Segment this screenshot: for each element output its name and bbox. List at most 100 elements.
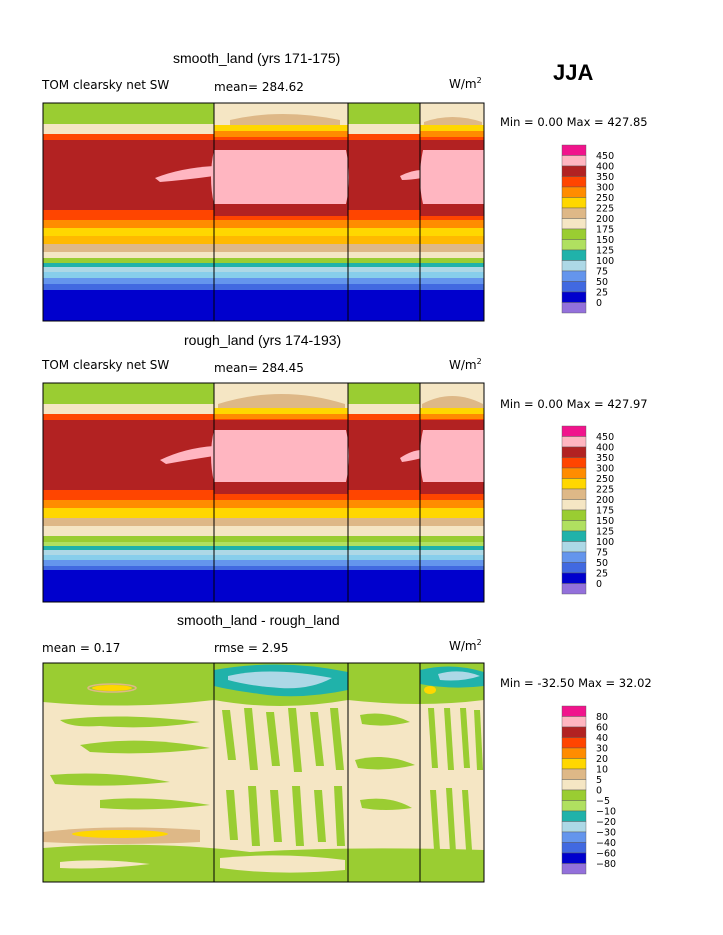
colorbar-level-label: 350 bbox=[596, 172, 614, 183]
colorbar-level-label: 60 bbox=[596, 723, 608, 734]
panel-2-mean-label: mean= 284.45 bbox=[214, 361, 304, 375]
panel-1-min-max: Min = 0.00 Max = 427.85 bbox=[500, 115, 648, 129]
colorbar-swatch bbox=[561, 705, 587, 717]
colorbar-swatch bbox=[561, 186, 587, 198]
colorbar-swatch bbox=[561, 144, 587, 156]
panel-1-title: smooth_land (yrs 171-175) bbox=[173, 50, 341, 66]
colorbar-swatch bbox=[561, 446, 587, 458]
colorbar-swatch bbox=[561, 436, 587, 448]
colorbar-swatch bbox=[561, 218, 587, 230]
colorbar-level-label: 125 bbox=[596, 527, 614, 538]
panel-1-units: W/m2 bbox=[449, 76, 482, 91]
colorbar-swatch bbox=[561, 520, 587, 532]
colorbar-swatch bbox=[561, 789, 587, 801]
colorbar-swatch bbox=[561, 800, 587, 812]
colorbar-swatch bbox=[561, 530, 587, 542]
colorbar-level-label: 0 bbox=[596, 298, 602, 309]
colorbar-swatch bbox=[561, 239, 587, 251]
panel-2-units: W/m2 bbox=[449, 357, 482, 372]
colorbar-level-label: 125 bbox=[596, 246, 614, 257]
colorbar-level-label: 75 bbox=[596, 548, 608, 559]
colorbar-swatch bbox=[561, 176, 587, 188]
colorbar-swatch bbox=[561, 467, 587, 479]
colorbar-level-label: −40 bbox=[596, 838, 616, 849]
colorbar-swatch bbox=[561, 768, 587, 780]
colorbar-swatch bbox=[561, 291, 587, 303]
colorbar-level-label: 30 bbox=[596, 744, 608, 755]
colorbar-level-label: 250 bbox=[596, 474, 614, 485]
colorbar-level-label: 175 bbox=[596, 506, 614, 517]
colorbar-swatch bbox=[561, 716, 587, 728]
colorbar-level-label: 250 bbox=[596, 193, 614, 204]
colorbar-level-label: 225 bbox=[596, 204, 614, 215]
colorbar-swatch bbox=[561, 165, 587, 177]
colorbar-level-label: 450 bbox=[596, 432, 614, 443]
colorbar-level-label: −80 bbox=[596, 859, 616, 870]
colorbar-level-label: 150 bbox=[596, 516, 614, 527]
colorbar-level-label: 350 bbox=[596, 453, 614, 464]
colorbar-level-label: 450 bbox=[596, 151, 614, 162]
panel-3-title: smooth_land - rough_land bbox=[177, 612, 340, 628]
colorbar-level-label: 200 bbox=[596, 495, 614, 506]
colorbar-swatch bbox=[561, 747, 587, 759]
colorbar-swatch bbox=[561, 488, 587, 500]
colorbar-level-label: 300 bbox=[596, 464, 614, 475]
panel-1-map bbox=[42, 102, 485, 322]
colorbar-swatch bbox=[561, 425, 587, 437]
colorbar-level-label: −30 bbox=[596, 828, 616, 839]
colorbar-swatch bbox=[561, 810, 587, 822]
colorbar-level-label: 200 bbox=[596, 214, 614, 225]
colorbar-level-label: −20 bbox=[596, 817, 616, 828]
colorbar-swatch bbox=[561, 249, 587, 261]
panel-2-map bbox=[42, 382, 485, 603]
colorbar-swatch bbox=[561, 842, 587, 854]
panel-3-units: W/m2 bbox=[449, 638, 482, 653]
colorbar-level-label: 10 bbox=[596, 765, 608, 776]
colorbar-level-label: 50 bbox=[596, 558, 608, 569]
colorbar-level-label: 0 bbox=[596, 786, 602, 797]
colorbar-swatch bbox=[561, 457, 587, 469]
colorbar-swatch bbox=[561, 541, 587, 553]
colorbar-swatch bbox=[561, 821, 587, 833]
colorbar-swatch bbox=[561, 499, 587, 511]
colorbar-level-label: 400 bbox=[596, 162, 614, 173]
colorbar-level-label: 5 bbox=[596, 775, 602, 786]
colorbar-level-label: 25 bbox=[596, 288, 608, 299]
colorbar-swatch bbox=[561, 260, 587, 272]
colorbar-swatch bbox=[561, 726, 587, 738]
colorbar-swatch bbox=[561, 478, 587, 490]
season-label: JJA bbox=[553, 60, 594, 85]
colorbar-swatch bbox=[561, 852, 587, 864]
panel-1-variable-label: TOM clearsky net SW bbox=[42, 78, 170, 92]
colorbar-swatch bbox=[561, 572, 587, 584]
colorbar-level-label: 20 bbox=[596, 754, 608, 765]
colorbar-swatch bbox=[561, 551, 587, 563]
colorbar-swatch bbox=[561, 155, 587, 167]
colorbar-swatch bbox=[561, 758, 587, 770]
colorbar-swatch bbox=[561, 562, 587, 574]
colorbar-swatch bbox=[561, 831, 587, 843]
colorbar-level-label: 80 bbox=[596, 712, 608, 723]
colorbar-level-label: 25 bbox=[596, 569, 608, 580]
colorbar-swatch bbox=[561, 863, 587, 875]
colorbar-swatch bbox=[561, 207, 587, 219]
colorbar-level-label: −60 bbox=[596, 849, 616, 860]
colorbar-level-label: 50 bbox=[596, 277, 608, 288]
colorbar-level-label: 40 bbox=[596, 733, 608, 744]
colorbar-level-label: 100 bbox=[596, 537, 614, 548]
colorbar-swatch bbox=[561, 281, 587, 293]
colorbar-swatch bbox=[561, 197, 587, 209]
colorbar-swatch bbox=[561, 779, 587, 791]
panel-2-title: rough_land (yrs 174-193) bbox=[184, 332, 342, 348]
colorbar-level-label: 75 bbox=[596, 267, 608, 278]
colorbar-level-label: −10 bbox=[596, 807, 616, 818]
colorbar-level-label: 225 bbox=[596, 485, 614, 496]
colorbar-swatch bbox=[561, 583, 587, 595]
colorbar-level-label: 300 bbox=[596, 183, 614, 194]
colorbar-level-label: 400 bbox=[596, 443, 614, 454]
colorbar-swatch bbox=[561, 270, 587, 282]
colorbar-level-label: 0 bbox=[596, 579, 602, 590]
